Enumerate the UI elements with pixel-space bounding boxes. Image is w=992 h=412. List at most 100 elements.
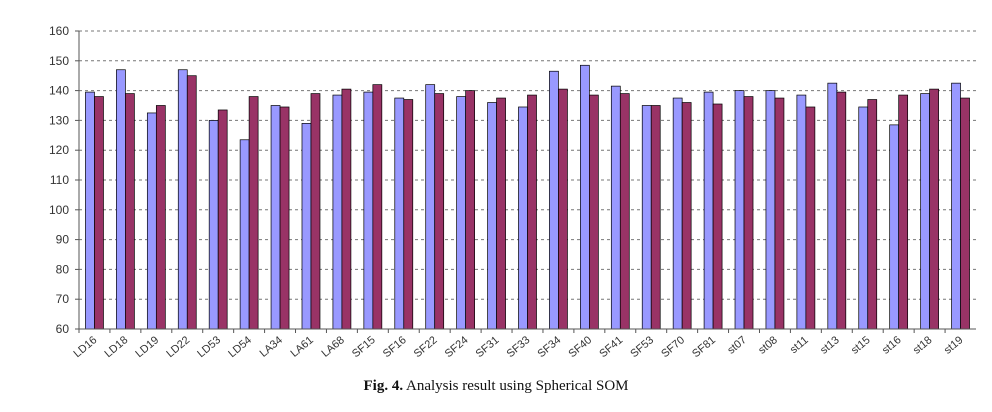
x-category-label: SF22	[412, 334, 440, 360]
y-tick-label: 160	[49, 24, 69, 38]
bar-series-1-sf16	[394, 97, 405, 330]
x-category-label: SF81	[690, 334, 718, 360]
bar-series-1-ld19	[146, 112, 157, 330]
bar-series-2-st16	[898, 94, 909, 330]
y-tick-label: 100	[49, 203, 69, 217]
bar-series-2-st15	[867, 99, 878, 330]
bar-series-2-ld22	[186, 75, 197, 330]
bar-series-1-ld54	[239, 139, 250, 330]
bar-series-1-ld16	[85, 91, 95, 330]
bar-series-2-ld54	[248, 96, 259, 330]
bar-series-1-la61	[301, 123, 312, 330]
bar-series-2-sf41	[619, 93, 630, 330]
bar-series-2-sf81	[712, 103, 723, 330]
bar-series-1-la68	[332, 94, 343, 330]
x-category-label: st07	[725, 334, 749, 357]
bar-series-2-ld53	[217, 109, 228, 330]
bar-series-1-sf33	[518, 106, 528, 330]
x-category-label: LD19	[133, 334, 161, 360]
y-tick-label: 70	[56, 292, 70, 306]
x-category-label: LA34	[258, 334, 285, 360]
bar-series-1-st08	[765, 90, 776, 330]
bar-series-1-ld18	[116, 69, 126, 330]
bar-series-1-st15	[858, 106, 869, 330]
bar-series-1-st19	[951, 82, 961, 330]
y-tick-label: 110	[50, 173, 69, 187]
bar-series-2-la61	[310, 93, 321, 330]
x-category-label: SF40	[566, 334, 594, 360]
y-tick-label: 80	[56, 262, 70, 276]
y-tick-label: 150	[49, 54, 69, 68]
bars	[85, 64, 970, 330]
bar-series-2-st11	[805, 106, 816, 330]
x-category-label: st13	[818, 334, 842, 357]
x-category-label: LD18	[102, 334, 130, 360]
bar-series-2-la34	[279, 106, 290, 330]
y-tick-label: 120	[49, 143, 69, 157]
x-category-label: SF31	[474, 334, 502, 360]
bar-series-1-sf70	[672, 97, 683, 330]
bar-series-1-sf22	[425, 84, 436, 330]
bar-series-2-sf22	[434, 93, 445, 330]
figure-caption-text: Analysis result using Spherical SOM	[406, 378, 629, 394]
bar-series-1-st07	[734, 90, 745, 330]
x-category-label: LA61	[289, 334, 316, 360]
x-category-label: SF41	[597, 334, 625, 360]
x-category-label: SF33	[505, 334, 533, 360]
bar-series-2-sf53	[650, 105, 661, 330]
x-axis: LD16 LD18 LD19 LD22 LD53 LD54 LA34 LA61 LA68 SF15…	[72, 328, 976, 360]
bar-series-2-st08	[774, 97, 785, 330]
x-category-label: LA68	[319, 334, 346, 360]
bar-series-2-sf34	[558, 88, 568, 330]
y-tick-label: 60	[56, 322, 70, 336]
bar-series-1-sf81	[703, 91, 714, 330]
x-category-label: st18	[911, 334, 935, 357]
figure-caption-label: Fig. 4.	[363, 378, 404, 394]
x-category-label: st15	[849, 334, 873, 357]
x-category-label: LD22	[164, 334, 192, 360]
figure-caption: Fig. 4. Analysis result using Spherical …	[0, 378, 992, 395]
bar-series-2-ld16	[94, 96, 104, 330]
bar-series-1-ld53	[208, 120, 219, 330]
x-category-label: SF24	[443, 334, 471, 360]
bar-series-1-sf34	[549, 70, 559, 330]
bar-series-1-st13	[827, 82, 838, 330]
bar-series-1-la34	[270, 105, 281, 330]
bar-series-1-ld22	[177, 69, 188, 330]
y-tick-label: 130	[49, 113, 69, 127]
x-category-label: SF70	[659, 334, 687, 360]
bar-series-2-sf16	[403, 99, 414, 330]
x-category-label: st16	[880, 334, 904, 357]
bar-series-1-sf41	[610, 85, 621, 330]
bar-series-1-st18	[920, 93, 930, 330]
x-category-label: SF16	[381, 334, 409, 360]
x-category-label: st08	[756, 334, 780, 357]
y-tick-label: 140	[49, 84, 69, 98]
bar-series-2-sf70	[681, 102, 692, 330]
bar-series-2-st19	[960, 97, 970, 330]
bar-series-1-sf40	[580, 64, 590, 330]
bar-series-2-ld19	[155, 105, 166, 330]
bar-series-1-sf24	[456, 96, 466, 330]
x-category-label: SF34	[536, 334, 564, 360]
x-category-label: st11	[788, 334, 811, 356]
bar-series-2-sf31	[496, 97, 506, 330]
bar-series-2-ld18	[125, 93, 135, 330]
y-tick-label: 90	[56, 233, 70, 247]
x-category-label: LD54	[226, 334, 254, 360]
bar-series-1-sf53	[641, 105, 652, 330]
x-category-label: SF53	[628, 334, 656, 360]
bar-series-1-sf31	[487, 102, 497, 330]
bar-series-2-sf24	[465, 90, 475, 330]
bar-series-2-la68	[341, 88, 352, 330]
bar-series-1-sf15	[363, 91, 374, 330]
bar-series-1-st16	[889, 124, 900, 330]
x-category-label: SF15	[350, 334, 378, 360]
bar-series-2-sf33	[527, 94, 537, 330]
x-category-label: LD16	[72, 334, 100, 360]
bar-series-1-st11	[796, 94, 807, 330]
bar-series-2-st18	[929, 88, 939, 330]
y-axis: 60 70 80 90 100 110 120 130 140 150 160	[49, 24, 80, 336]
bar-series-2-sf15	[372, 84, 383, 330]
